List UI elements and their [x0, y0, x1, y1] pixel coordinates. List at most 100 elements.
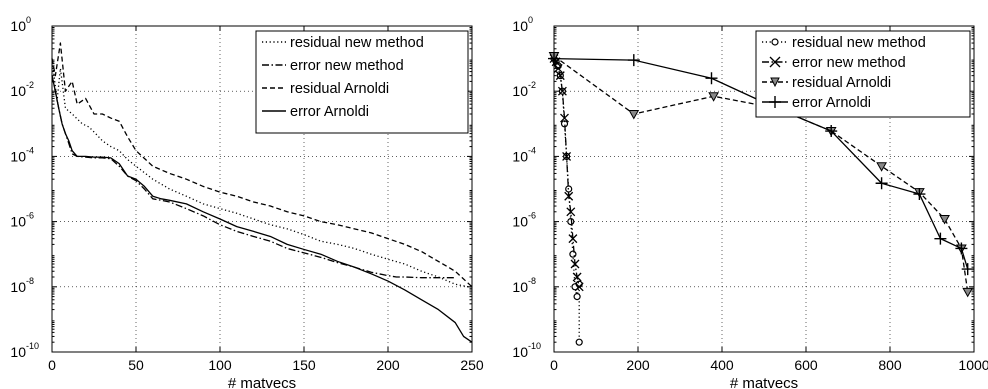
right-legend-swatch-error-new [762, 56, 788, 68]
svg-text:-4: -4 [528, 145, 536, 155]
left-legend-label-error-arnoldi: error Arnoldi [290, 104, 369, 120]
left-series-error-arnoldi-line [51, 75, 473, 343]
svg-text:0: 0 [528, 15, 533, 25]
left-legend-label-residual-new: residual new method [290, 35, 424, 51]
svg-text:10: 10 [512, 148, 528, 164]
left-x-tick-label: 0 [48, 357, 56, 373]
right-series-error-new-method-marker [572, 272, 582, 282]
svg-text:10: 10 [512, 18, 528, 34]
right-series-residual-arnoldi-marker [939, 215, 950, 225]
svg-text:10: 10 [512, 214, 528, 230]
right-x-tick-label: 600 [794, 357, 818, 373]
left-series-residual-arnoldi-line [51, 42, 473, 288]
right-series-error-new-method-marker [574, 282, 584, 292]
svg-text:0: 0 [26, 15, 31, 25]
right-series-residual-new-method-marker [575, 338, 583, 346]
right-x-tick-label: 0 [550, 357, 558, 373]
right-series-layer [548, 52, 974, 346]
right-series-error-arnoldi-marker [913, 188, 926, 201]
right-x-axis-label: # matvecs [730, 375, 798, 389]
svg-text:10: 10 [10, 344, 26, 360]
svg-text:-4: -4 [26, 145, 34, 155]
right-y-tick-label: 10 -4 [512, 145, 536, 164]
right-legend-label-error-new: error new method [792, 55, 906, 71]
svg-text:10: 10 [10, 83, 26, 99]
svg-text:-10: -10 [528, 341, 541, 351]
right-axes-box [553, 25, 975, 353]
svg-text:-6: -6 [26, 211, 34, 221]
left-y-tick-label: 10 -4 [10, 145, 34, 164]
svg-text:-10: -10 [26, 341, 39, 351]
right-legend-label-error-arnoldi: error Arnoldi [792, 95, 871, 111]
svg-text:10: 10 [10, 148, 26, 164]
left-series-residual-new-method [51, 58, 469, 288]
left-y-tick-label: 10 -10 [10, 341, 39, 360]
svg-text:-2: -2 [26, 80, 34, 90]
right-legend-swatch-residual-arnoldi [762, 77, 788, 88]
right-series-residual-arnoldi-marker [962, 287, 974, 298]
left-legend: residual new method error new method res… [255, 30, 469, 134]
right-series-error-arnoldi-marker [705, 72, 718, 85]
right-series-error-new-method-marker [570, 259, 580, 269]
right-series-residual-arnoldi-marker [708, 92, 719, 102]
svg-text:10: 10 [10, 18, 26, 34]
left-x-tick-label: 250 [460, 357, 484, 373]
svg-text:10: 10 [512, 279, 528, 295]
right-x-tick-label: 800 [878, 357, 902, 373]
right-series-error-new-method-marker [560, 113, 569, 123]
left-x-tick-label: 50 [128, 357, 144, 373]
left-x-axis-label: # matvecs [228, 375, 296, 389]
right-y-tick-label: 10 0 [512, 15, 533, 34]
right-legend: residual new method error new method res… [755, 30, 971, 118]
svg-text:-8: -8 [26, 276, 34, 286]
left-series-error-arnoldi [51, 75, 473, 343]
right-panel: 0 200 400 600 800 100010-1010-810-610-410-210… [512, 15, 988, 389]
right-legend-box [755, 30, 971, 118]
left-series-layer [51, 42, 473, 343]
right-series-error-new-method-marker [557, 86, 567, 96]
right-y-tick-label: 10 -6 [512, 211, 536, 230]
svg-text:10: 10 [512, 344, 528, 360]
left-series-error-new-method [51, 75, 456, 279]
left-series-error-new-method-line [51, 75, 456, 279]
right-x-tick-label: 400 [710, 357, 734, 373]
right-y-tick-label: 10 -8 [512, 276, 536, 295]
right-legend-label-residual-new: residual new method [792, 35, 926, 51]
right-series-error-new-method-marker [566, 207, 576, 217]
right-series-error-new-method-marker [568, 234, 578, 244]
left-x-tick-label: 150 [292, 357, 316, 373]
right-series-error-arnoldi-marker [825, 125, 838, 138]
right-series-error-arnoldi [548, 52, 974, 276]
right-y-tick-label: 10 -2 [512, 80, 536, 99]
right-series-error-arnoldi-marker [955, 242, 968, 255]
svg-text:-2: -2 [528, 80, 536, 90]
right-series-error-arnoldi-marker [961, 263, 974, 276]
svg-text:-6: -6 [528, 211, 536, 221]
right-series-error-arnoldi-marker [934, 232, 947, 245]
left-legend-label-residual-arnoldi: residual Arnoldi [290, 81, 389, 97]
right-series-error-new-method-marker [555, 71, 565, 81]
svg-text:10: 10 [10, 214, 26, 230]
left-y-tick-label: 10 -2 [10, 80, 34, 99]
svg-text:-8: -8 [528, 276, 536, 286]
right-legend-swatch-residual-new [762, 38, 788, 46]
right-series-error-new-method-marker [562, 151, 572, 161]
left-x-tick-label: 100 [208, 357, 232, 373]
left-series-residual-new-method-line [51, 58, 469, 288]
right-y-tick-label: 10 -10 [512, 341, 541, 360]
right-series-residual-arnoldi-marker [876, 162, 887, 172]
left-legend-box [255, 30, 469, 134]
right-series-residual-arnoldi-line [553, 55, 969, 292]
right-legend-label-residual-arnoldi: residual Arnoldi [792, 75, 891, 91]
left-legend-label-error-new: error new method [290, 58, 404, 74]
right-ticks: 0 200 400 600 800 100010-1010-810-610-410-210… [512, 15, 988, 373]
right-series-error-arnoldi-line [553, 57, 969, 270]
left-y-tick-label: 10 -8 [10, 276, 34, 295]
right-x-tick-label: 1000 [958, 357, 988, 373]
right-series-residual-arnoldi-marker [628, 109, 640, 120]
svg-text:10: 10 [512, 83, 528, 99]
right-series-error-arnoldi-marker [627, 54, 640, 67]
